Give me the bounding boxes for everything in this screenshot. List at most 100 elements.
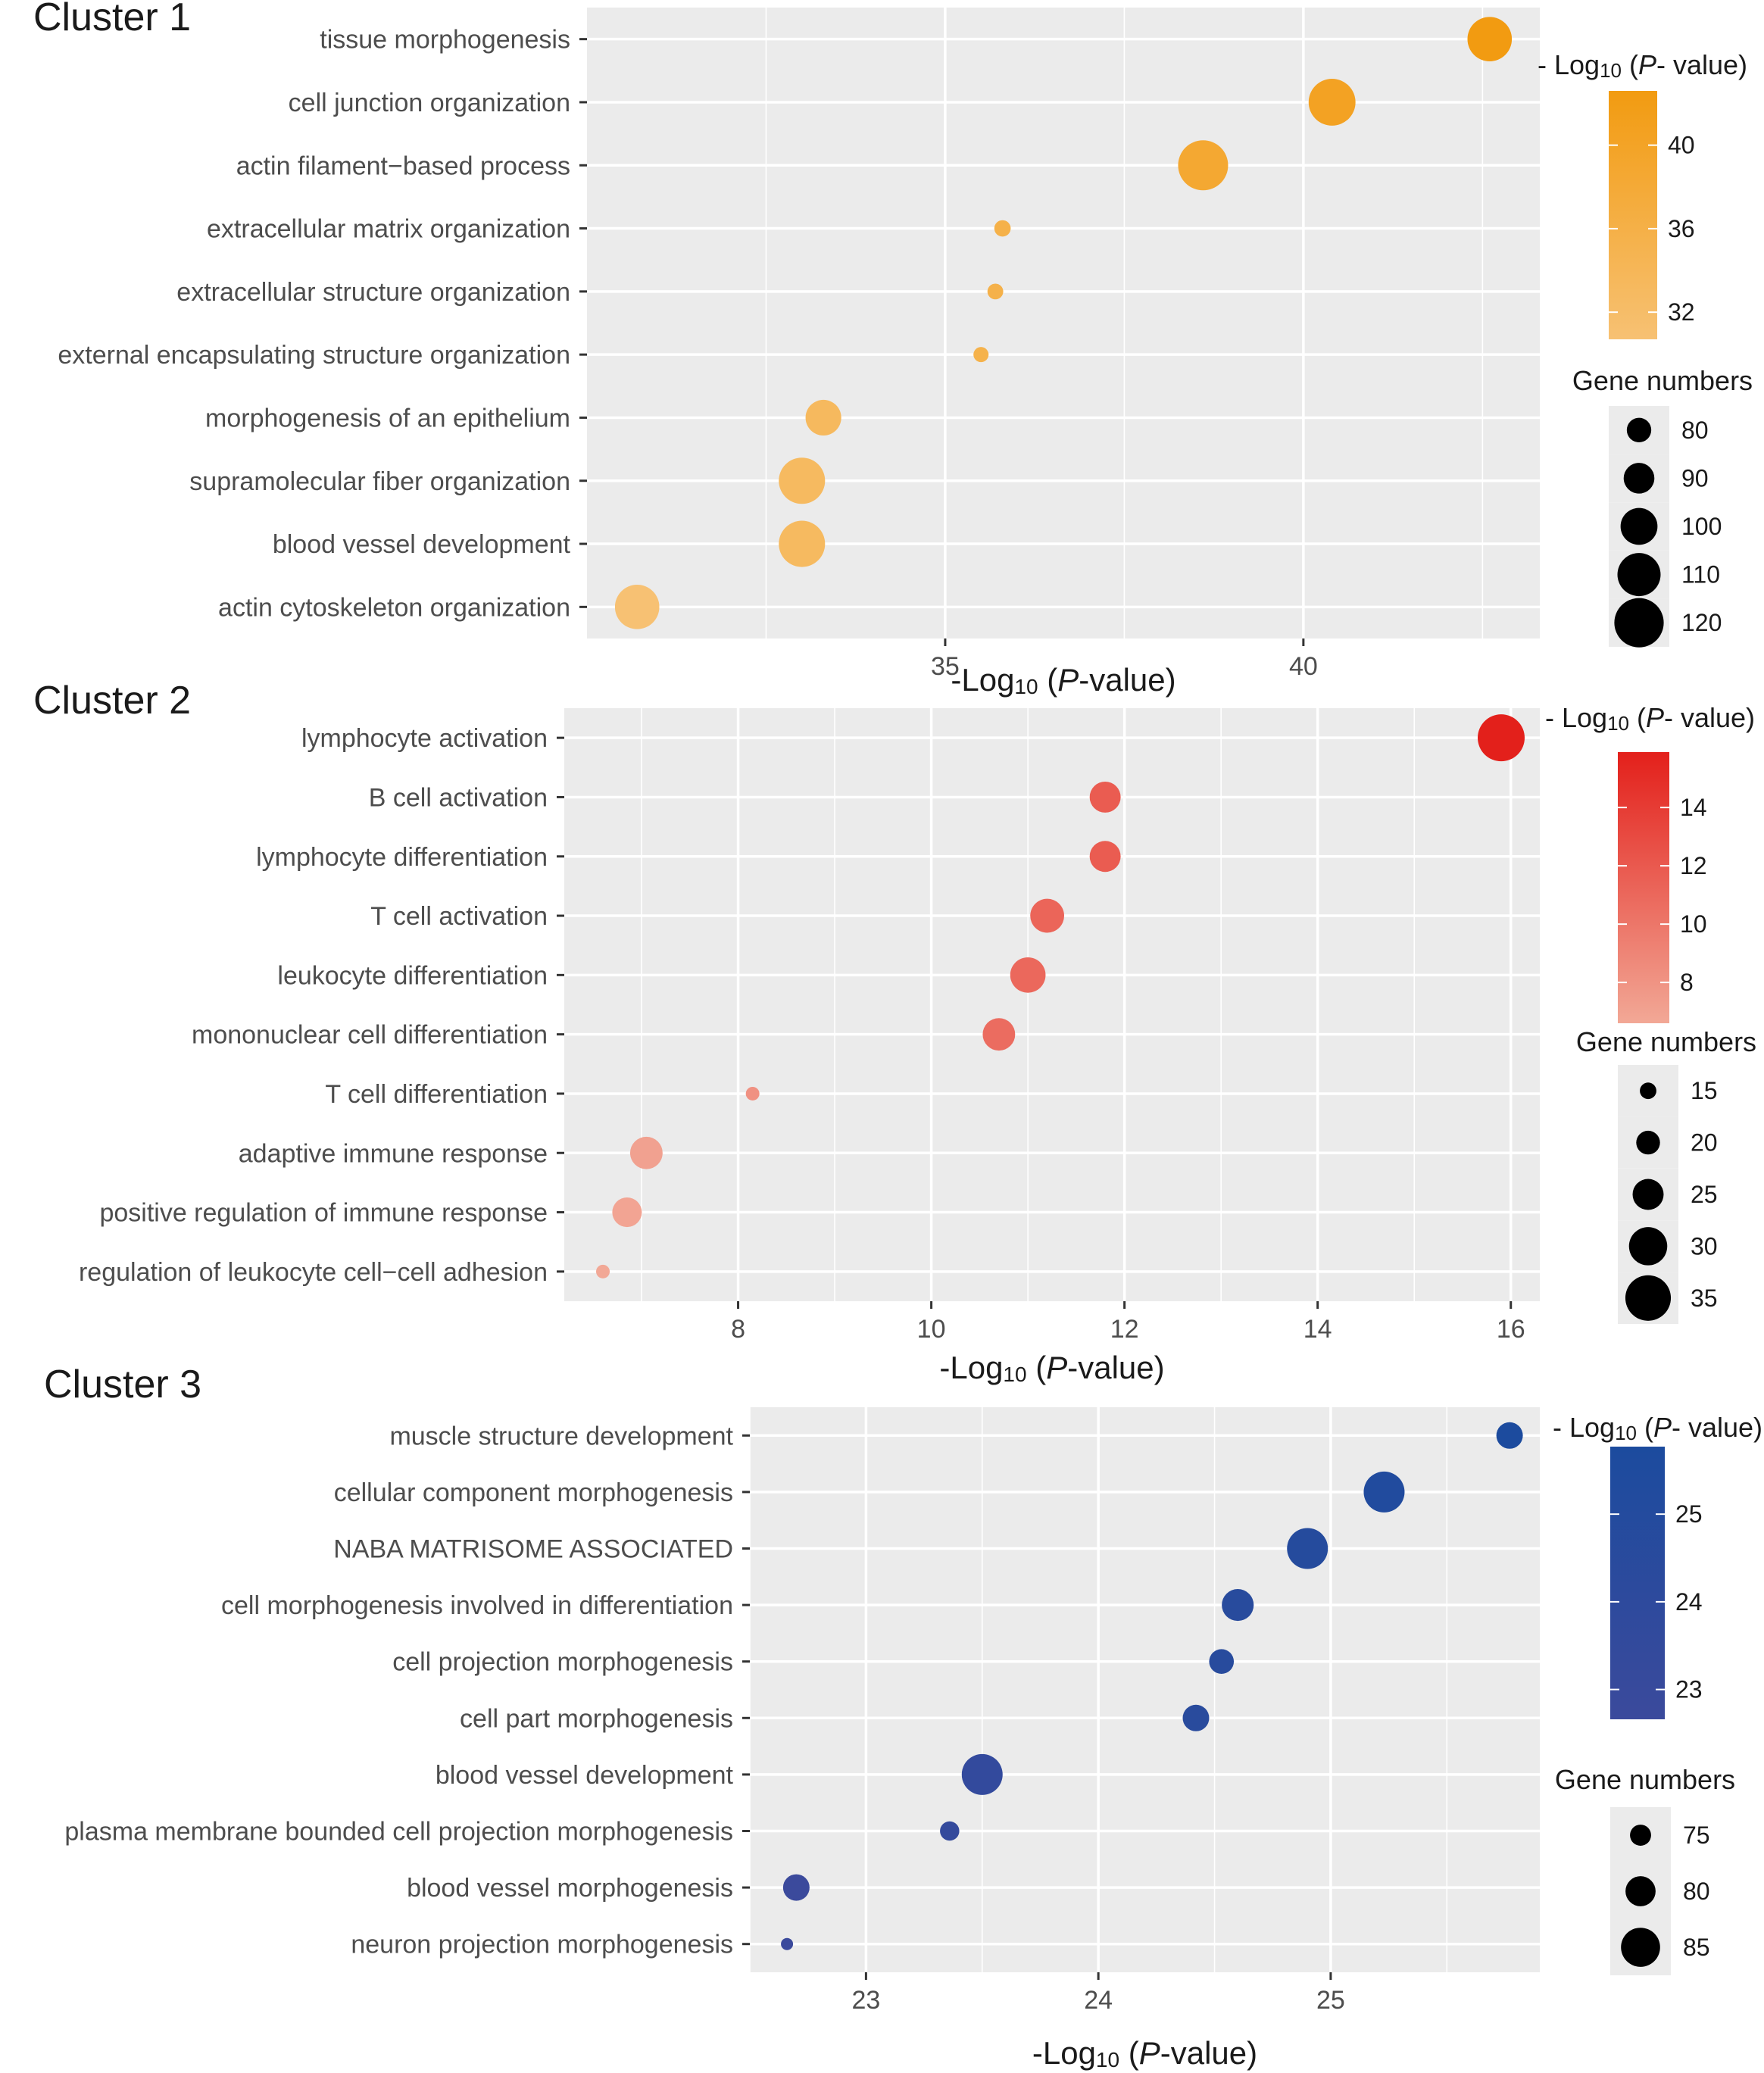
size-legend-title: Gene numbers [1555, 1764, 1735, 1795]
plot-panel [587, 8, 1540, 638]
term-label: supramolecular fiber organization [189, 467, 570, 496]
color-legend-title-italic: P [1646, 702, 1664, 733]
color-legend-title-sub: 10 [1615, 1422, 1637, 1444]
size-key-label: 80 [1681, 417, 1709, 444]
data-point [961, 1753, 1003, 1795]
color-legend-title: - Log10 (P- value) [1553, 1412, 1762, 1444]
x-axis-title-sub: 10 [1003, 1363, 1026, 1386]
size-key-dot [1625, 1275, 1672, 1321]
size-key-label: 75 [1683, 1822, 1710, 1849]
size-key-dot [1614, 598, 1664, 648]
size-key-dot [1628, 1227, 1668, 1266]
color-legend-title-pre: - Log [1545, 702, 1607, 733]
cluster-title: Cluster 1 [33, 0, 191, 39]
data-point [994, 220, 1011, 237]
size-key-dot [1625, 1876, 1656, 1906]
x-tick-label: 10 [917, 1315, 946, 1344]
size-key-label: 80 [1683, 1878, 1710, 1905]
x-axis-title-italic: P [1139, 2035, 1160, 2071]
term-label: T cell activation [370, 902, 548, 931]
size-key-label: 35 [1691, 1285, 1718, 1312]
size-key-dot [1636, 1130, 1660, 1155]
term-label: lymphocyte activation [301, 724, 548, 753]
term-label: cell part morphogenesis [460, 1704, 733, 1733]
term-label: blood vessel development [436, 1761, 734, 1790]
color-legend-title-open: ( [1622, 49, 1638, 80]
term-label: cell morphogenesis involved in different… [221, 1591, 733, 1620]
data-point [1308, 79, 1356, 126]
size-legend-title: Gene numbers [1572, 365, 1753, 396]
term-label: plasma membrane bounded cell projection … [64, 1818, 733, 1847]
term-label: regulation of leukocyte cell−cell adhesi… [79, 1258, 548, 1287]
plot-panel [750, 1407, 1540, 1972]
plot-panel [564, 708, 1540, 1301]
term-label: neuron projection morphogenesis [351, 1931, 733, 1959]
colorbar-tick-label: 24 [1675, 1588, 1703, 1616]
x-axis-title-pre: -Log [951, 662, 1014, 698]
colorbar-tick-label: 40 [1668, 132, 1695, 159]
x-axis-title-sub: 10 [1014, 675, 1038, 698]
data-point [1467, 17, 1513, 61]
color-legend-title-sub: 10 [1607, 712, 1629, 735]
data-point [940, 1821, 960, 1841]
data-point [1496, 1422, 1523, 1449]
color-legend-title-post: - value) [1672, 1412, 1762, 1443]
x-tick-label: 12 [1110, 1315, 1139, 1344]
data-point [1209, 1649, 1235, 1675]
data-point [779, 520, 826, 567]
term-label: blood vessel morphogenesis [407, 1874, 733, 1903]
cluster-title: Cluster 2 [33, 679, 191, 723]
data-point [1287, 1528, 1328, 1569]
size-legend-title: Gene numbers [1576, 1026, 1756, 1057]
cluster-1-panel: Cluster 1 35 40 tissue morphogenesis cell ju… [33, 0, 1753, 698]
x-axis-title: -Log10 (P-value) [951, 662, 1175, 698]
data-point [1010, 957, 1046, 993]
color-legend-title-open: ( [1629, 702, 1646, 733]
term-label: cellular component morphogenesis [334, 1478, 733, 1507]
size-key-dot [1640, 1082, 1656, 1100]
data-point [614, 585, 660, 629]
term-label: external encapsulating structure organiz… [58, 341, 570, 370]
x-axis-title: -Log10 (P-value) [939, 1350, 1164, 1386]
colorbar-tick-label: 8 [1680, 969, 1694, 996]
x-axis-title-post: -value) [1160, 2035, 1257, 2071]
size-key-dot [1632, 1179, 1664, 1210]
term-label: lymphocyte differentiation [256, 843, 548, 872]
x-axis-title-post: -value) [1079, 662, 1175, 698]
size-key-label: 120 [1681, 609, 1722, 636]
term-label: adaptive immune response [239, 1139, 548, 1168]
term-label: morphogenesis of an epithelium [205, 404, 570, 432]
size-key-label: 85 [1683, 1934, 1710, 1961]
color-legend-title: - Log10 (P- value) [1538, 49, 1747, 82]
x-tick-label: 16 [1497, 1315, 1525, 1344]
term-label: NABA MATRISOME ASSOCIATED [333, 1535, 733, 1564]
term-label: B cell activation [369, 783, 548, 812]
data-point [781, 1937, 794, 1950]
color-bar [1610, 1447, 1665, 1719]
term-label: actin cytoskeleton organization [218, 593, 570, 622]
color-legend-title-pre: - Log [1538, 49, 1600, 80]
data-point [987, 283, 1004, 300]
term-label: T cell differentiation [325, 1080, 548, 1109]
colorbar-tick-label: 23 [1675, 1676, 1703, 1703]
colorbar-tick-label: 36 [1668, 215, 1695, 242]
size-key-label: 110 [1681, 561, 1720, 588]
data-point [1222, 1589, 1254, 1622]
size-key-label: 100 [1681, 513, 1722, 540]
color-legend-title-pre: - Log [1553, 1412, 1615, 1443]
x-axis-title-open: ( [1027, 1350, 1047, 1385]
x-axis-title: -Log10 (P-value) [1032, 2035, 1257, 2071]
data-point [1089, 841, 1121, 873]
data-point [1178, 140, 1229, 191]
color-legend-title: - Log10 (P- value) [1545, 702, 1755, 735]
data-point [596, 1264, 610, 1278]
x-tick-label: 23 [851, 1986, 880, 2015]
term-label: extracellular structure organization [176, 278, 570, 307]
x-tick-label: 14 [1303, 1315, 1332, 1344]
data-point [973, 347, 989, 363]
term-label: positive regulation of immune response [99, 1199, 548, 1228]
data-point [805, 399, 841, 436]
cluster-2-panel: Cluster 2 8 10 12 14 16 lymphocyte activation B… [33, 679, 1756, 1386]
x-tick-label: 25 [1316, 1986, 1345, 2015]
x-axis-title-post: -value) [1067, 1350, 1164, 1385]
